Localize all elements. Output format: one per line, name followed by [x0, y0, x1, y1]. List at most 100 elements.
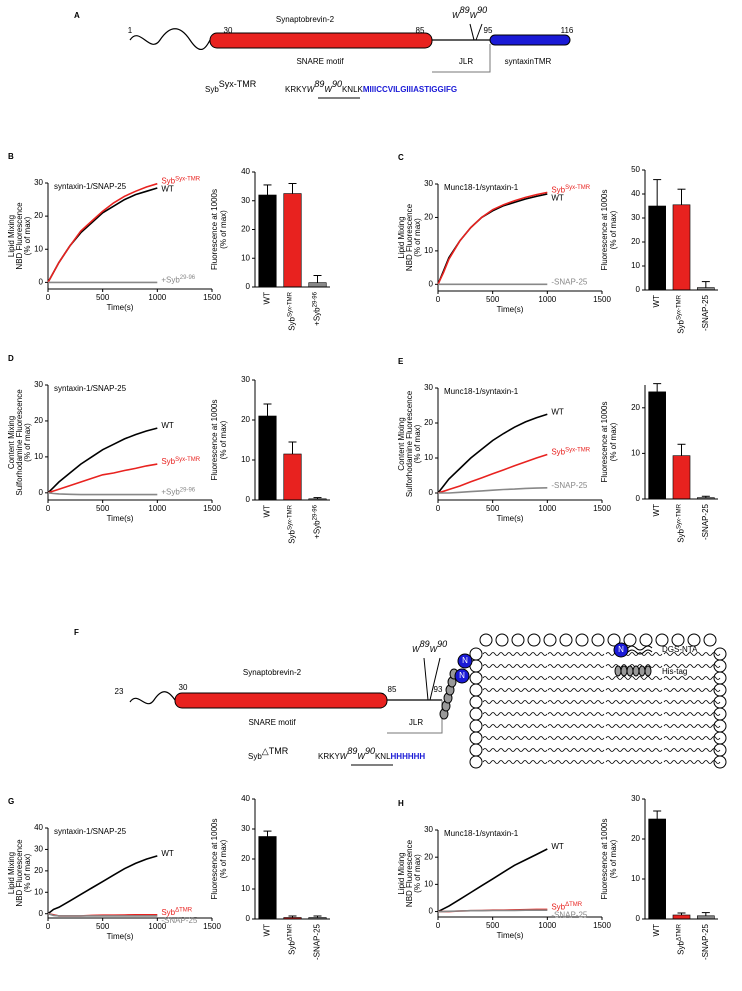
lipid-head: [527, 633, 541, 647]
y-axis-label: Fluorescence at 1000s: [600, 819, 609, 900]
y-tick-label: 30: [34, 845, 43, 854]
lipid-head: [479, 633, 493, 647]
bar-chart: 0 10 20 30 Fluorescence at 1000s (% of max) WT…: [210, 375, 330, 544]
line-series: [47, 427, 158, 494]
x-tick-label: 1500: [203, 293, 221, 302]
position: 93: [434, 685, 443, 694]
position: 23: [115, 687, 124, 696]
series-label-part: Syx-TMR: [565, 185, 591, 191]
y-axis-label: Sulforhodamine Fluorescence: [15, 389, 24, 496]
x-tick-label-part: -SNAP-25: [701, 294, 710, 331]
x-tick-label-part: Syx-TMR: [287, 291, 293, 317]
series-label-part: -SNAP-25: [551, 910, 588, 919]
line-chart: 0 10 20 30 Content Mixing Sulforhodamine Fluo…: [397, 357, 611, 523]
plot-title: syntaxin-1/SNAP-25: [54, 182, 127, 191]
lipid-tail: [482, 736, 548, 740]
line-series: [47, 492, 158, 496]
series-label: -SNAP-25: [161, 916, 198, 925]
x-tick-label: WT: [652, 924, 661, 937]
lipid-head: [495, 633, 509, 647]
position: 85: [388, 685, 397, 694]
x-tick-label: 1000: [538, 921, 556, 930]
nta-head: [454, 668, 470, 684]
bar: [283, 193, 302, 288]
y-axis-label: Fluorescence at 1000s: [210, 819, 219, 900]
series-label: +Syb29-96: [161, 487, 195, 497]
bar: [672, 455, 691, 500]
n-terminus: [129, 28, 211, 50]
legend-icon: [614, 665, 652, 677]
nta-symbol: N: [459, 671, 465, 680]
line-series: [47, 855, 158, 915]
y-axis-label: (% of max): [609, 422, 618, 461]
y-tick-label: 20: [241, 225, 250, 234]
title: Synaptobrevin-2: [276, 15, 335, 24]
region-label: syntaxinTMR: [505, 57, 552, 66]
y-tick-label: 10: [241, 884, 250, 893]
residues: W89W90: [452, 5, 487, 20]
bar: [648, 391, 666, 500]
x-tick-label: 500: [96, 293, 110, 302]
series-label-part: ΔTMR: [565, 902, 583, 908]
panel-letter: F: [74, 628, 79, 637]
pointer: [469, 23, 475, 41]
lipid-tail: [663, 652, 721, 656]
seq: KNL: [375, 752, 391, 761]
y-tick-label: 40: [241, 794, 250, 803]
plot-title: syntaxin-1/SNAP-25: [54, 827, 127, 836]
bar: [672, 204, 691, 291]
x-tick-label: 0: [46, 293, 51, 302]
line-series: [438, 487, 548, 494]
x-tick-label: 1000: [538, 504, 556, 513]
bar-chart: 0 10 20 30 40 50 Fluorescence at 1000s (% of ma…: [600, 165, 718, 334]
lipid-tail: [547, 712, 605, 716]
lipid-head: [591, 633, 605, 647]
x-tick-label-part: Syb: [288, 316, 297, 330]
pointer: [475, 23, 483, 41]
x-tick-label: SybΔTMR: [287, 923, 297, 954]
series-label-part: Syx-TMR: [175, 176, 201, 182]
series-label: WT: [161, 185, 174, 194]
y-tick-label: 30: [34, 178, 43, 187]
panel-letter: H: [398, 799, 404, 808]
x-tick-label: 0: [436, 295, 441, 304]
bar: [672, 914, 691, 920]
series-label: SybΔTMR: [161, 907, 192, 917]
y-tick-label: 0: [636, 494, 641, 503]
y-tick-label: 30: [241, 824, 250, 833]
x-tick-label-part: Syb: [288, 529, 297, 543]
x-tick-label: SybSyx-TMR: [676, 294, 686, 333]
region-label: JLR: [459, 57, 473, 66]
lipid-tail: [547, 760, 605, 764]
y-axis-label: (% of max): [23, 423, 32, 462]
line-series: [437, 453, 548, 494]
residue-number: 90: [365, 746, 375, 756]
bar: [648, 818, 666, 920]
x-tick-label-part: WT: [263, 292, 272, 305]
bar-chart: 0 10 20 30 Fluorescence at 1000s (% of max) WT…: [600, 794, 718, 960]
series-label-part: Syb: [161, 177, 175, 186]
y-axis-label: Sulforhodamine Fluorescence: [405, 390, 414, 497]
y-axis-label: Lipid Mixing: [7, 852, 16, 894]
y-tick-label: 30: [424, 383, 433, 392]
lipid-tail: [605, 712, 663, 716]
lipid-head: [575, 633, 589, 647]
line-chart: 0 10 20 30 Lipid Mixing NBD Fluorescence (% of…: [7, 152, 221, 312]
y-tick-label: 0: [246, 914, 251, 923]
y-tick-label: 20: [34, 866, 43, 875]
series-label-part: WT: [161, 185, 174, 194]
position: 95: [484, 26, 493, 35]
x-tick-label-part: WT: [263, 505, 272, 518]
y-tick-label: 0: [429, 907, 434, 916]
construct-name: SybSyx-TMR: [205, 79, 257, 94]
bar: [283, 453, 302, 501]
x-tick-label-part: 29-96: [312, 504, 318, 520]
x-tick-label-part: Syb: [677, 940, 686, 954]
x-axis-label: Time(s): [107, 932, 134, 941]
plot-title: Munc18-1/syntaxin-1: [444, 183, 519, 192]
y-tick-label: 10: [241, 253, 250, 262]
x-tick-label-part: +Syb: [313, 307, 322, 326]
series-label-part: WT: [551, 407, 564, 416]
series-label-part: WT: [161, 849, 174, 858]
line-series: [47, 187, 158, 283]
